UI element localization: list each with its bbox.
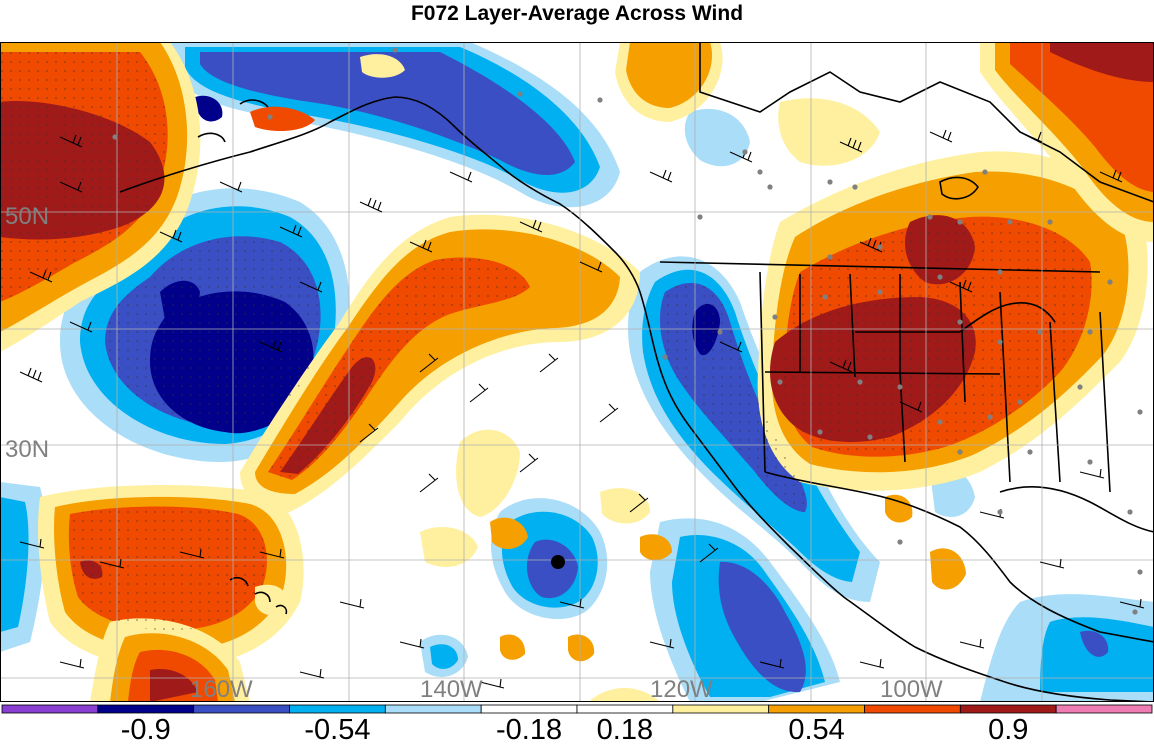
colorbar-cell <box>1 704 99 714</box>
coastlines-and-borders <box>119 42 1154 702</box>
significance-stipple <box>0 52 1092 631</box>
lat-label-50n: 50N <box>5 203 49 230</box>
lon-label-120w: 120W <box>650 676 713 702</box>
lat-label-30n: 30N <box>5 436 49 463</box>
colorbar-cell <box>672 704 770 714</box>
colorbar-cell <box>959 704 1057 714</box>
colorbar-tick-label: 0.9 <box>988 714 1029 746</box>
colorbar-tick-label: 0.18 <box>596 714 654 746</box>
colorbar-cell <box>1055 704 1153 714</box>
colorbar-cell <box>289 704 386 714</box>
colorbar-tick-label: 0.54 <box>788 714 845 746</box>
map-title: F072 Layer-Average Across Wind <box>410 2 744 25</box>
lon-label-160w: 160W <box>190 676 253 702</box>
map-panel: 50N 30N 160W 140W 120W 100W <box>0 42 1154 702</box>
colorbar-cell <box>768 704 865 714</box>
colorbar <box>1 704 1153 714</box>
colorbar-cell <box>480 704 578 714</box>
colorbar-tick-label: -0.54 <box>304 714 371 746</box>
colorbar-cell <box>864 704 961 714</box>
colorbar-cell <box>193 704 290 714</box>
colorbar-cell <box>576 704 674 714</box>
colorbar-tick-label: -0.18 <box>496 714 563 746</box>
station-dots <box>112 47 1143 615</box>
colorbar-cell <box>97 704 195 714</box>
colorbar-cell <box>384 704 482 714</box>
wind-barbs <box>19 129 1145 689</box>
location-marker <box>551 555 565 569</box>
colorbar-tick-label: -0.9 <box>120 714 171 746</box>
lon-label-140w: 140W <box>420 676 483 702</box>
lon-label-100w: 100W <box>880 676 943 702</box>
graticule <box>0 42 1154 702</box>
